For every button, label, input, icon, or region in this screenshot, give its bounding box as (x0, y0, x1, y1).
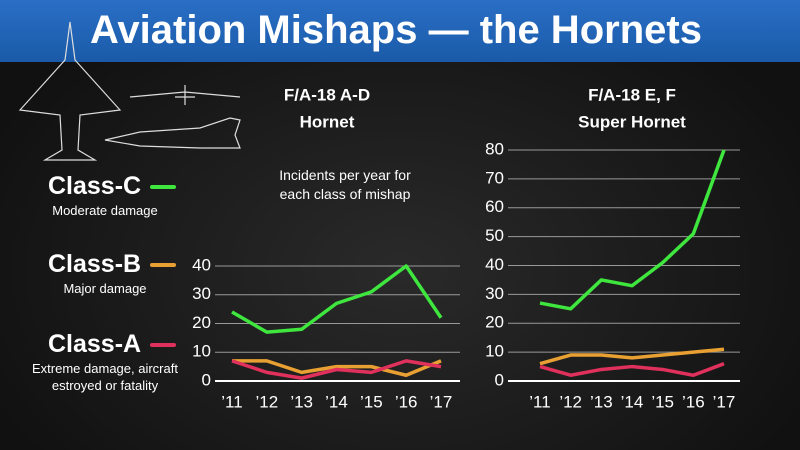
x-tick-label: ’11 (529, 392, 550, 411)
x-tick-label: ’12 (559, 392, 582, 411)
y-tick-label: 0 (495, 370, 504, 389)
y-tick-label: 30 (192, 284, 211, 303)
y-tick-label: 10 (192, 342, 211, 361)
x-tick-label: ’12 (255, 392, 278, 411)
series-line (539, 362, 725, 377)
x-tick-label: ’15 (651, 392, 674, 411)
y-tick-label: 10 (485, 342, 504, 361)
y-tick-label: 50 (485, 226, 504, 245)
y-tick-label: 80 (485, 139, 504, 158)
legend-name: Class-A (48, 330, 142, 358)
y-tick-label: 40 (192, 255, 211, 274)
legend-description: Moderate damage (52, 203, 158, 218)
y-tick-label: 40 (485, 255, 504, 274)
legend-name: Class-B (48, 250, 142, 278)
x-tick-label: ’13 (590, 392, 613, 411)
chart-title: F/A-18 A-D (284, 85, 370, 104)
series-line (231, 264, 443, 334)
y-tick-label: 30 (485, 284, 504, 303)
legend-description: Major damage (63, 281, 147, 296)
x-tick-label: ’15 (360, 392, 383, 411)
x-tick-label: ’17 (430, 392, 453, 411)
series-line (539, 347, 725, 366)
legend-name: Class-C (48, 172, 142, 200)
legend-swatch (150, 263, 176, 267)
y-tick-label: 20 (192, 313, 211, 332)
aircraft-sketch (18, 21, 241, 161)
series-line (232, 359, 442, 377)
x-tick-label: ’14 (325, 392, 348, 411)
x-tick-label: ’16 (682, 392, 705, 411)
y-tick-label: 20 (485, 313, 504, 332)
legend-description: Extreme damage, aircraft estroyed or fat… (32, 361, 178, 393)
chart-subtitle: Super Hornet (578, 112, 686, 131)
x-tick-label: ’17 (713, 392, 736, 411)
annotation: Incidents per year for each class of mis… (279, 167, 411, 202)
y-tick-label: 0 (202, 370, 211, 389)
x-tick-label: ’14 (621, 392, 644, 411)
series-line (231, 359, 442, 380)
series-line (539, 149, 726, 311)
chart-title: F/A-18 E, F (588, 85, 676, 104)
y-tick-label: 60 (485, 197, 504, 216)
x-tick-label: ’11 (221, 392, 242, 411)
x-tick-label: ’13 (290, 392, 313, 411)
legend-swatch (150, 185, 176, 189)
page-title: Aviation Mishaps — the Hornets (90, 8, 702, 52)
y-tick-label: 70 (485, 168, 504, 187)
chart-subtitle: Hornet (300, 112, 355, 131)
x-tick-label: ’16 (395, 392, 418, 411)
title-bar (0, 0, 800, 62)
legend-swatch (150, 343, 176, 347)
